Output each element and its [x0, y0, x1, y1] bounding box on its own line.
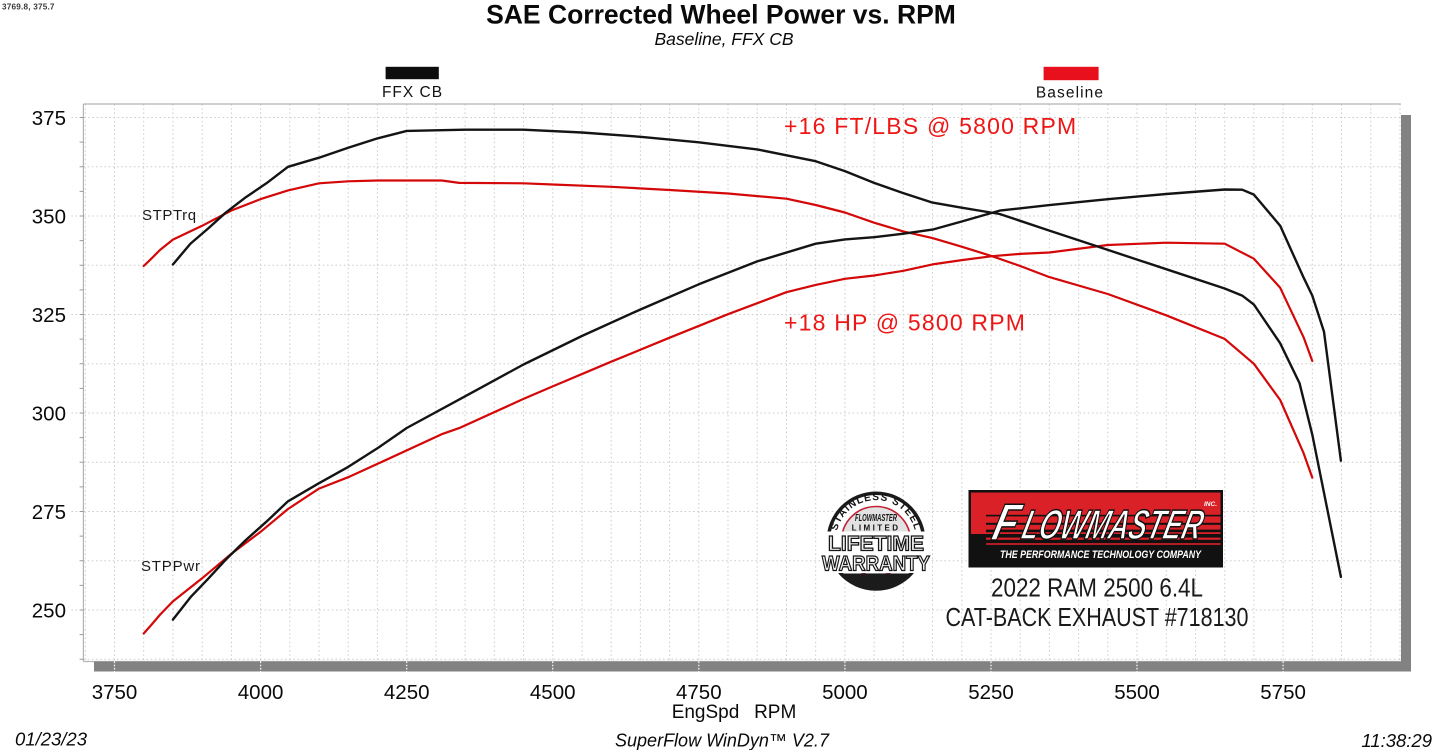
svg-text:300: 300 [32, 403, 66, 426]
svg-text:FFX CB: FFX CB [382, 84, 443, 101]
svg-text:STPPwr: STPPwr [141, 558, 201, 575]
svg-text:LIFETIME: LIFETIME [828, 532, 924, 556]
svg-text:375: 375 [32, 107, 66, 130]
svg-text:WARRANTY: WARRANTY [822, 552, 930, 576]
svg-text:4750: 4750 [676, 681, 722, 704]
svg-text:4500: 4500 [530, 681, 576, 704]
svg-text:4000: 4000 [238, 681, 284, 704]
svg-text:5500: 5500 [1114, 681, 1160, 704]
svg-text:LOWMASTER: LOWMASTER [1017, 502, 1208, 549]
svg-text:01/23/23: 01/23/23 [15, 729, 88, 750]
svg-text:3769.8, 375.7: 3769.8, 375.7 [2, 3, 55, 12]
svg-text:INC.: INC. [1204, 501, 1217, 508]
svg-text:250: 250 [32, 600, 66, 623]
svg-text:EngSpd RPM: EngSpd RPM [672, 702, 797, 723]
svg-text:2022 RAM 2500 6.4L: 2022 RAM 2500 6.4L [991, 573, 1203, 603]
svg-text:275: 275 [32, 501, 66, 524]
svg-text:THE PERFORMANCE TECHNOLOGY COM: THE PERFORMANCE TECHNOLOGY COMPANY [1000, 549, 1202, 561]
svg-text:5000: 5000 [822, 681, 868, 704]
svg-text:SAE Corrected Wheel Power vs.: SAE Corrected Wheel Power vs. RPM [486, 0, 956, 30]
svg-text:Baseline, FFX CB: Baseline, FFX CB [654, 29, 793, 49]
svg-text:WARRANTY: WARRANTY [822, 552, 930, 576]
svg-text:CAT-BACK EXHAUST #718130: CAT-BACK EXHAUST #718130 [946, 602, 1249, 632]
svg-text:+16 FT/LBS @ 5800 RPM: +16 FT/LBS @ 5800 RPM [784, 113, 1077, 139]
svg-text:3750: 3750 [92, 681, 138, 704]
svg-text:LIFETIME: LIFETIME [828, 532, 924, 556]
svg-text:4250: 4250 [384, 681, 430, 704]
svg-text:STPTrq: STPTrq [142, 207, 197, 224]
svg-text:LIMITED: LIMITED [852, 524, 901, 533]
svg-text:Baseline: Baseline [1036, 85, 1104, 102]
svg-text:SuperFlow WinDyn™ V2.7: SuperFlow WinDyn™ V2.7 [615, 731, 830, 751]
svg-text:+18 HP @ 5800 RPM: +18 HP @ 5800 RPM [784, 310, 1026, 336]
svg-text:325: 325 [32, 304, 66, 327]
svg-text:5250: 5250 [968, 681, 1014, 704]
svg-text:11:38:29: 11:38:29 [1361, 730, 1432, 750]
svg-text:FLOWMASTER: FLOWMASTER [855, 512, 897, 524]
svg-text:350: 350 [32, 206, 66, 229]
svg-text:5750: 5750 [1260, 681, 1306, 704]
